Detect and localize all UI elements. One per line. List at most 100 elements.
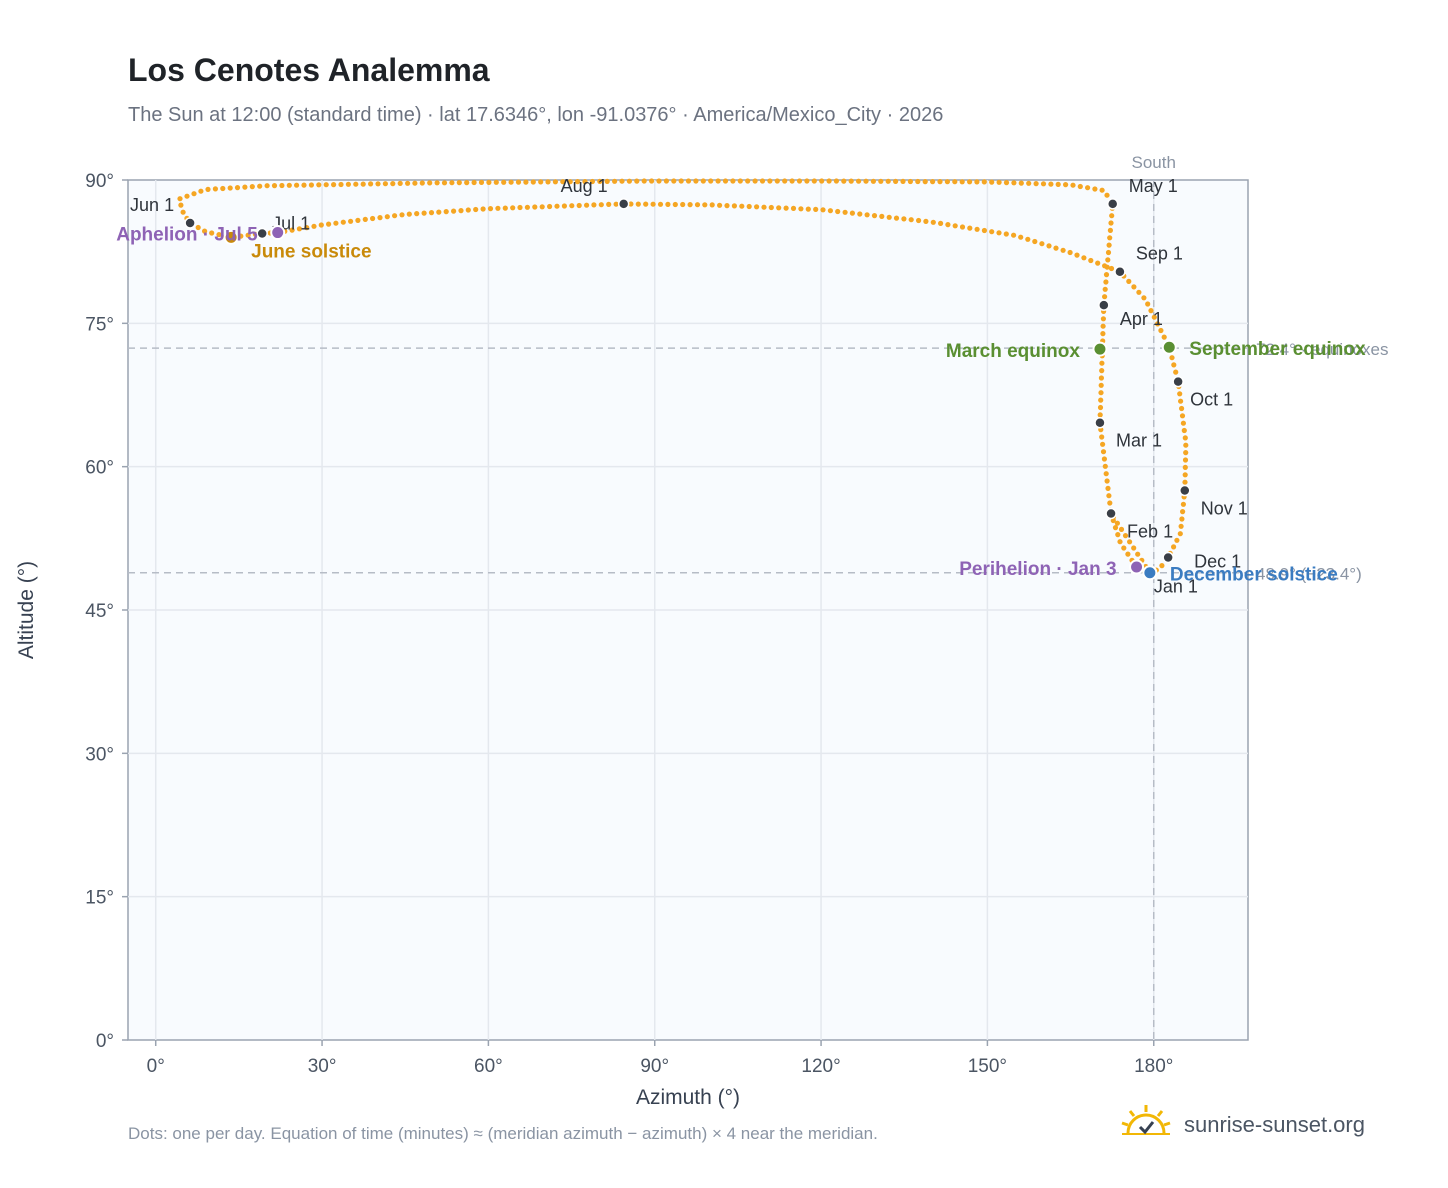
daily-sun-dot [441, 180, 448, 186]
daily-sun-dot [428, 210, 435, 216]
daily-sun-dot [842, 209, 848, 215]
month-marker [1106, 198, 1119, 210]
daily-sun-dot [449, 180, 455, 186]
daily-sun-dot [331, 182, 337, 188]
x-tick-label: 180° [1134, 1056, 1173, 1077]
y-tick-label: 60° [85, 458, 114, 479]
daily-sun-dot [443, 209, 449, 215]
daily-sun-dot [1183, 450, 1189, 456]
daily-sun-dot [1182, 472, 1188, 478]
x-tick-label: 150° [968, 1056, 1007, 1077]
event-marker [1129, 559, 1145, 575]
daily-sun-dot [1102, 263, 1108, 269]
month-marker [184, 217, 196, 229]
daily-sun-dot [613, 201, 619, 207]
month-marker-label: Dec 1 [1194, 551, 1241, 571]
daily-sun-dot [561, 203, 568, 209]
daily-sun-dot [907, 178, 914, 185]
daily-sun-dot [1048, 181, 1054, 187]
daily-sun-dot [245, 232, 251, 238]
month-marker [1172, 375, 1184, 388]
daily-sun-dot [606, 201, 612, 207]
daily-sun-dot [1182, 479, 1188, 485]
daily-sun-dot [871, 213, 878, 219]
daily-sun-dot [952, 223, 958, 229]
daily-sun-dot [1063, 182, 1069, 188]
daily-sun-dot [569, 203, 575, 209]
daily-sun-dot [575, 179, 581, 185]
daily-sun-dot [333, 220, 339, 226]
daily-sun-dot [1178, 523, 1184, 529]
daily-sun-dot [508, 179, 514, 185]
daily-sun-dot [198, 188, 204, 194]
daily-sun-dot [1040, 181, 1047, 187]
daily-sun-dot [1003, 231, 1009, 237]
daily-sun-dot [1179, 405, 1185, 412]
daily-sun-dot [612, 178, 618, 184]
daily-sun-dot [212, 186, 218, 192]
daily-sun-dot [693, 178, 699, 184]
daily-sun-dot [1033, 181, 1039, 187]
daily-sun-dot [279, 182, 285, 189]
x-tick-label: 30° [308, 1056, 337, 1077]
daily-sun-dot [1077, 183, 1083, 190]
daily-sun-dot [502, 205, 508, 211]
daily-sun-dot [1074, 252, 1080, 258]
daily-sun-dot [746, 203, 752, 210]
daily-sun-dot [1104, 192, 1110, 198]
event-label: Aphelion · Jul 5 [116, 225, 258, 246]
daily-sun-dot [916, 217, 922, 224]
daily-sun-dot [340, 219, 346, 225]
daily-sun-dot [819, 178, 825, 184]
daily-sun-dot [628, 201, 634, 207]
daily-sun-dot [427, 180, 433, 186]
daily-sun-dot [1039, 241, 1045, 247]
daily-sun-dot [790, 205, 797, 211]
daily-sun-dot [1131, 284, 1137, 290]
daily-sun-dot [304, 225, 310, 231]
month-marker [1105, 507, 1117, 520]
daily-sun-dot [1067, 249, 1073, 256]
daily-sun-dot [271, 183, 278, 189]
daily-sun-dot [436, 209, 442, 215]
sun-logo-icon [1120, 1103, 1172, 1148]
daily-sun-dot [220, 185, 226, 192]
daily-sun-dot [375, 181, 381, 187]
daily-sun-dot [421, 210, 427, 216]
x-tick-label: 60° [474, 1056, 503, 1077]
month-marker [256, 227, 268, 240]
daily-sun-dot [257, 183, 263, 189]
daily-sun-dot [1177, 531, 1183, 537]
daily-sun-dot [495, 205, 501, 211]
daily-sun-dot [1145, 301, 1151, 307]
daily-sun-dot [848, 178, 854, 184]
daily-sun-dot [841, 178, 847, 184]
daily-sun-dot [456, 180, 462, 186]
daily-sun-dot [1060, 247, 1066, 253]
daily-sun-dot [798, 206, 804, 212]
month-marker-label: Oct 1 [1190, 390, 1233, 410]
daily-sun-dot [1102, 463, 1108, 469]
daily-sun-dot [671, 178, 677, 184]
daily-sun-dot [863, 178, 869, 184]
daily-sun-dot [1103, 471, 1109, 477]
brand-logo[interactable]: sunrise-sunset.org [1120, 1100, 1365, 1150]
daily-sun-dot [1182, 457, 1189, 463]
daily-sun-dot [1135, 551, 1141, 557]
reference-line-label: 72.4° · equinoxes [1256, 340, 1389, 359]
daily-sun-dot [1026, 180, 1032, 186]
daily-sun-dot [545, 179, 551, 185]
daily-sun-dot [524, 204, 531, 210]
daily-sun-dot [487, 206, 494, 212]
month-marker-label: Apr 1 [1120, 309, 1163, 329]
month-marker [1098, 299, 1110, 311]
daily-sun-dot [930, 219, 936, 225]
daily-sun-dot [930, 179, 936, 185]
daily-sun-dot [1099, 187, 1105, 193]
daily-sun-dot [783, 205, 789, 211]
daily-sun-dot [1112, 525, 1119, 531]
daily-sun-dot [296, 226, 302, 232]
daily-sun-dot [1151, 314, 1157, 320]
daily-sun-dot [626, 178, 633, 184]
daily-sun-dot [1095, 260, 1101, 266]
